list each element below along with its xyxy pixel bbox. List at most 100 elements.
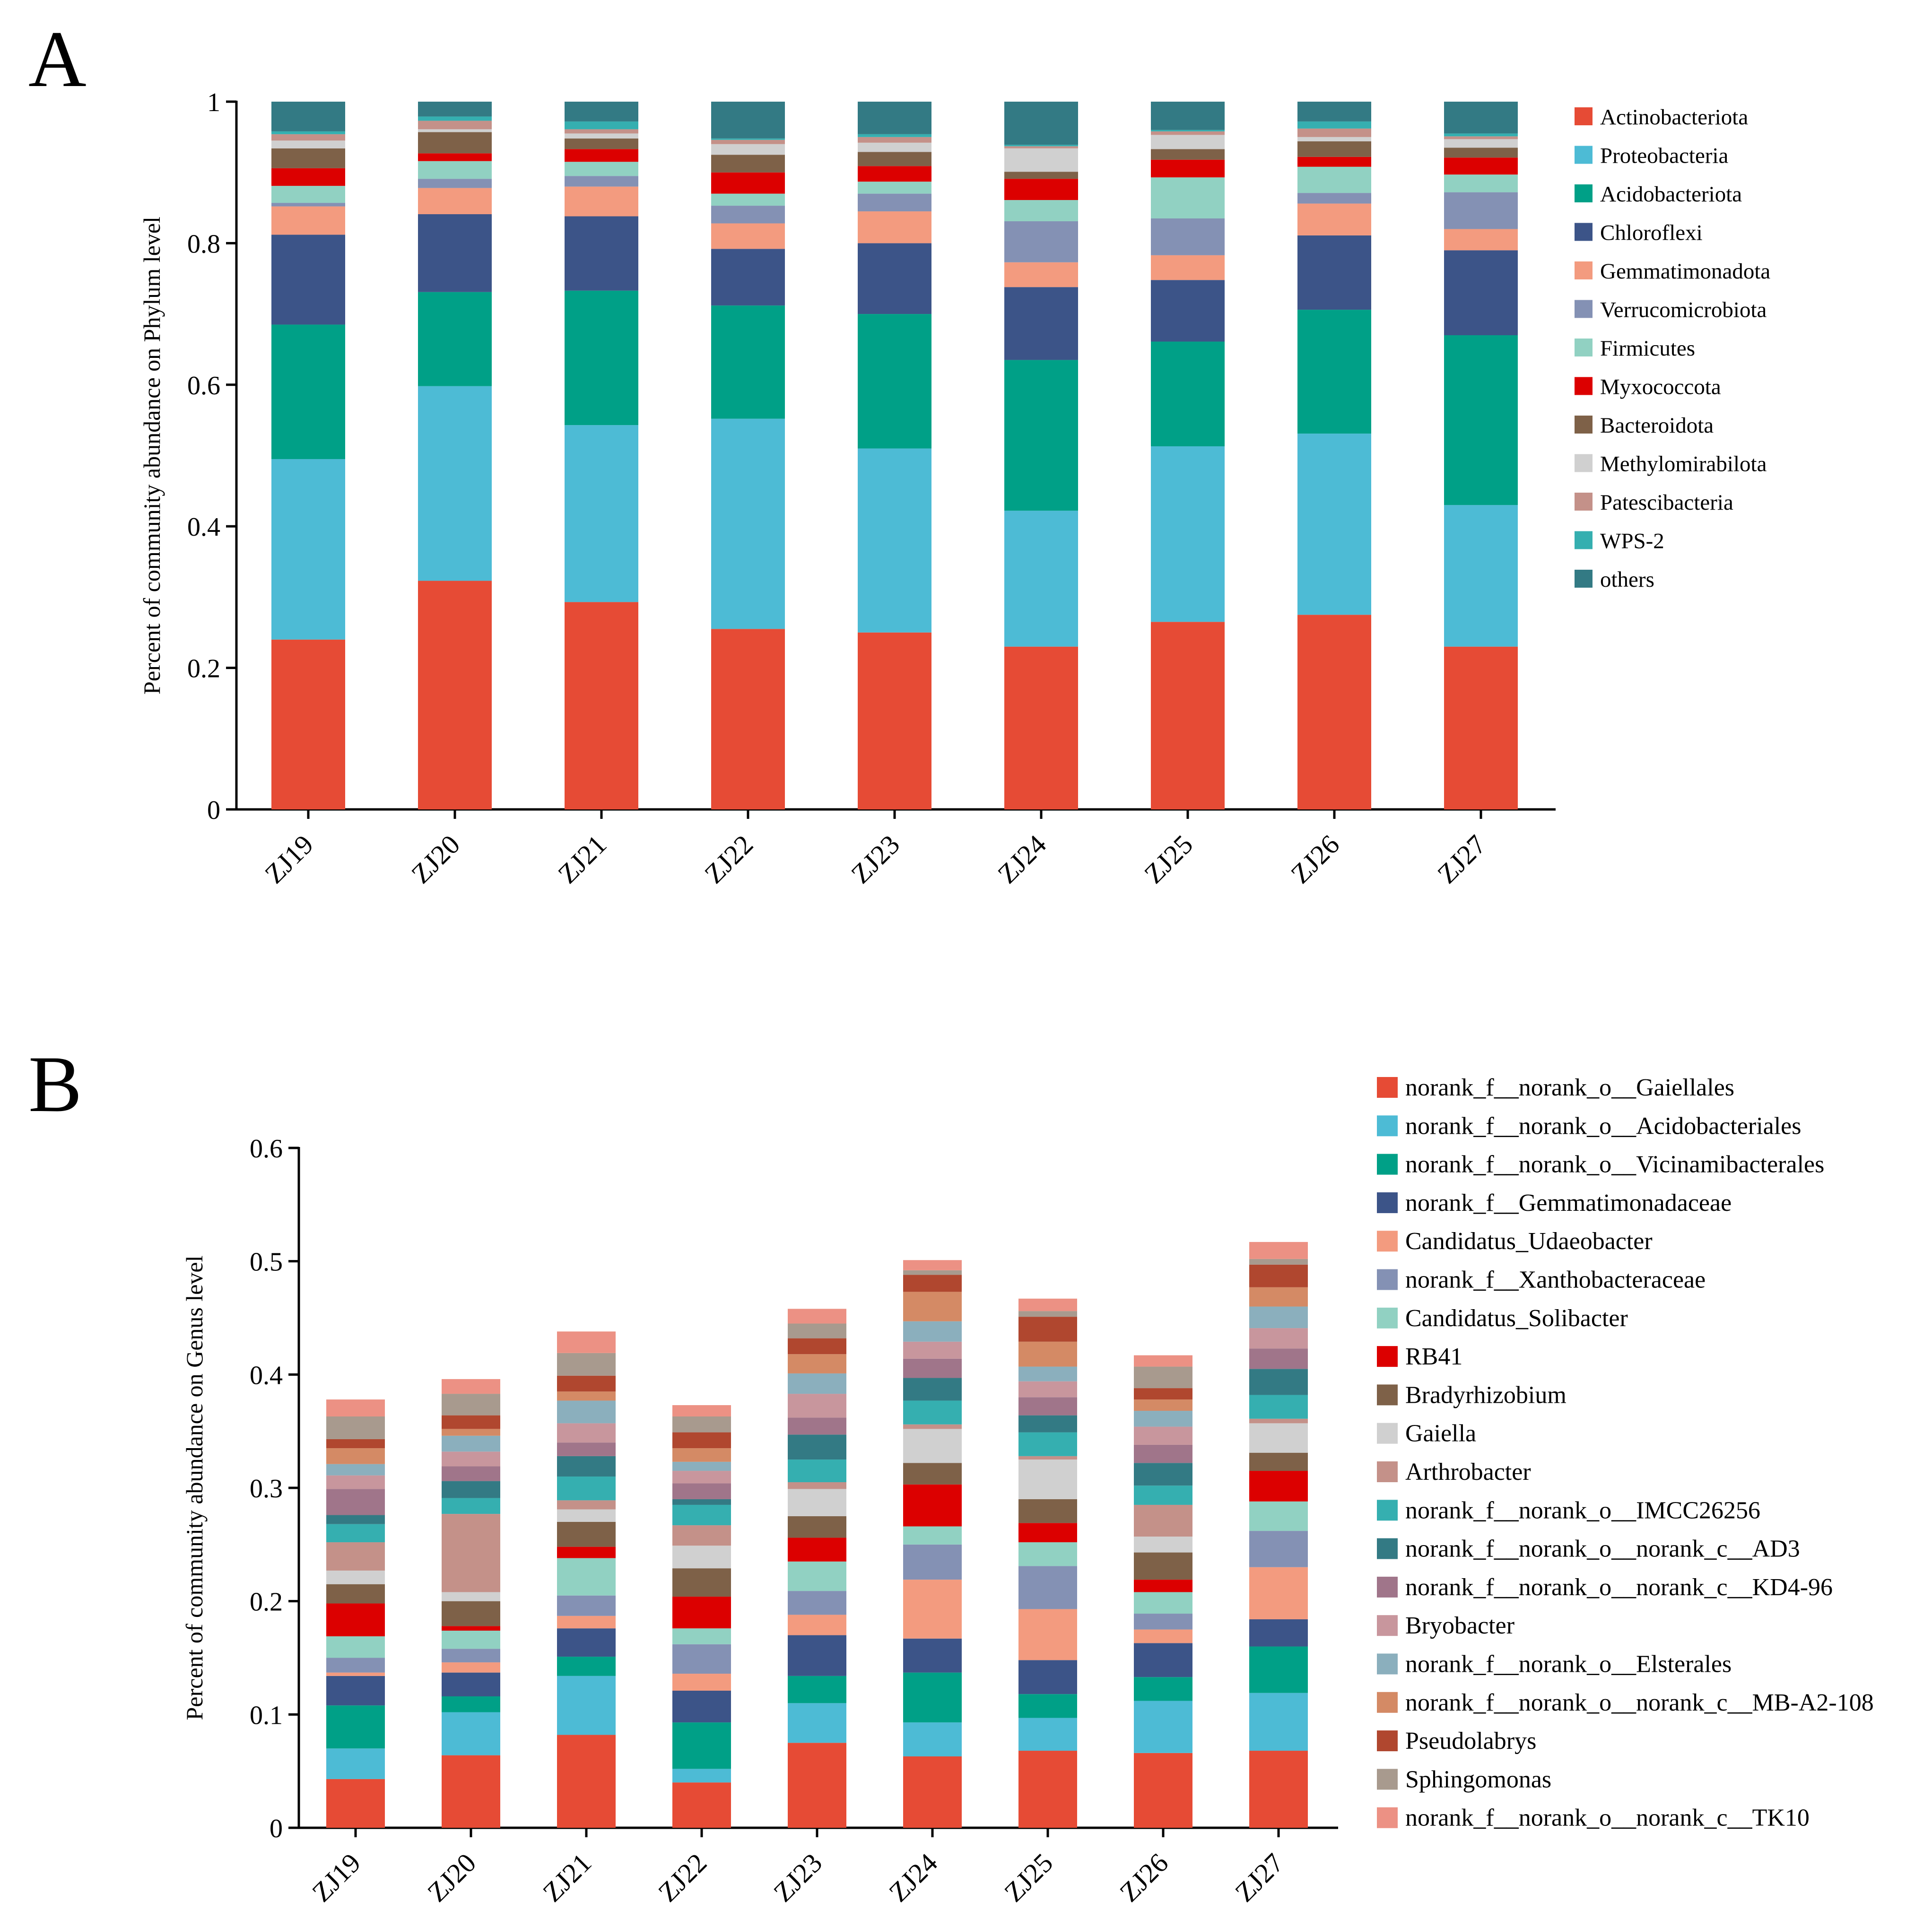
legend-swatch (1575, 261, 1593, 279)
legend-swatch (1575, 300, 1593, 318)
bar-segment-zj23-0 (788, 1743, 846, 1828)
bar-segment-zj20-17 (442, 1415, 500, 1429)
bar-segment-zj24-18 (903, 1270, 962, 1275)
bar-segment-zj24-9 (903, 1429, 962, 1463)
bar-segment-zj19-4 (271, 206, 345, 235)
bar-segment-zj23-19 (788, 1309, 846, 1324)
bar-segment-zj27-3 (1444, 250, 1518, 336)
legend-label: Arthrobacter (1405, 1459, 1531, 1485)
legend-label: norank_f__norank_o__norank_c__TK10 (1405, 1805, 1810, 1832)
bar-segment-zj22-10 (672, 1525, 731, 1546)
bar-segment-zj19-15 (326, 1464, 385, 1476)
bar-segment-zj20-6 (442, 1630, 500, 1649)
bar-segment-zj26-9 (1297, 137, 1371, 141)
bar-segment-zj26-3 (1297, 235, 1371, 310)
bar-segment-zj21-0 (565, 602, 638, 809)
bar-segment-zj27-11 (1249, 1395, 1308, 1419)
bar-segment-zj27-11 (1444, 133, 1518, 137)
bar-segment-zj27-2 (1444, 335, 1518, 505)
bar-segment-zj26-0 (1134, 1753, 1192, 1828)
legend-swatch (1377, 1692, 1398, 1713)
bar-segment-zj21-10 (557, 1500, 616, 1510)
legend-swatch (1575, 339, 1593, 356)
bar-segment-zj25-8 (1151, 149, 1225, 160)
bar-segment-zj19-3 (271, 235, 345, 325)
bar-segment-zj23-16 (788, 1354, 846, 1373)
legend-swatch (1575, 184, 1593, 202)
bar-segment-zj23-1 (858, 448, 931, 633)
bar-segment-zj21-7 (565, 149, 638, 162)
bar-segment-zj19-4 (326, 1672, 385, 1676)
bar-segment-zj22-11 (672, 1504, 731, 1526)
panel-a-label: A (28, 15, 87, 104)
x-category-label: ZJ20 (405, 829, 466, 889)
bar-segment-zj21-17 (557, 1375, 616, 1392)
legend-swatch (1575, 531, 1593, 549)
bar-segment-zj27-5 (1249, 1531, 1308, 1567)
bar-segment-zj21-6 (565, 162, 638, 176)
bar-segment-zj20-19 (442, 1379, 500, 1394)
bar-segment-zj24-13 (903, 1358, 962, 1378)
bar-segment-zj20-1 (442, 1712, 500, 1755)
x-category-label: ZJ24 (883, 1847, 943, 1908)
legend-label: Patescibacteria (1600, 490, 1733, 515)
bar-segment-zj24-2 (903, 1672, 962, 1723)
bar-segment-zj27-18 (1249, 1259, 1308, 1265)
bar-segment-zj26-1 (1134, 1701, 1192, 1753)
bar-segment-zj20-8 (442, 1601, 500, 1626)
bar-segment-zj25-18 (1018, 1311, 1077, 1317)
bar-segment-zj20-16 (442, 1429, 500, 1436)
bar-segment-zj24-2 (1004, 360, 1078, 511)
bar-segment-zj19-11 (326, 1524, 385, 1543)
legend-label: Proteobacteria (1600, 144, 1729, 168)
legend-swatch (1377, 1807, 1398, 1828)
legend-swatch (1377, 1500, 1398, 1521)
bar-segment-zj19-8 (326, 1584, 385, 1604)
x-category-label: ZJ19 (259, 829, 319, 889)
bar-segment-zj24-6 (903, 1526, 962, 1545)
legend-label: norank_f__norank_o__Elsterales (1405, 1651, 1732, 1678)
bar-segment-zj24-7 (903, 1484, 962, 1527)
legend-swatch (1575, 107, 1593, 125)
legend-swatch (1377, 1576, 1398, 1598)
bar-segment-zj27-16 (1249, 1287, 1308, 1307)
bar-segment-zj27-1 (1249, 1693, 1308, 1751)
y-axis-title: Percent of community abundance on Phylum… (139, 217, 165, 695)
bar-segment-zj21-2 (565, 290, 638, 426)
bar-segment-zj21-9 (565, 133, 638, 139)
bar-segment-zj23-4 (788, 1615, 846, 1635)
bar-segment-zj20-7 (442, 1626, 500, 1631)
legend-swatch (1377, 1346, 1398, 1367)
legend-swatch (1575, 454, 1593, 472)
bar-segment-zj20-3 (442, 1672, 500, 1696)
bar-segment-zj27-17 (1249, 1264, 1308, 1287)
bar-segment-zj25-5 (1018, 1566, 1077, 1609)
bar-segment-zj25-5 (1151, 218, 1225, 255)
bar-segment-zj26-16 (1134, 1399, 1192, 1411)
bar-segment-zj26-2 (1297, 310, 1371, 434)
bar-segment-zj23-18 (788, 1323, 846, 1338)
bar-segment-zj25-7 (1151, 159, 1225, 178)
bar-segment-zj20-12 (442, 1481, 500, 1498)
bar-segment-zj24-1 (1004, 511, 1078, 647)
legend-label: Gemmatimonadota (1600, 259, 1770, 284)
bar-segment-zj19-0 (326, 1779, 385, 1828)
x-category-label: ZJ27 (1229, 1847, 1289, 1908)
bar-segment-zj23-7 (858, 166, 931, 182)
bar-segment-zj23-14 (788, 1394, 846, 1418)
bar-segment-zj23-11 (788, 1459, 846, 1483)
bar-segment-zj19-6 (326, 1636, 385, 1658)
legend-label: Candidatus_Solibacter (1405, 1305, 1628, 1332)
bar-segment-zj23-8 (858, 152, 931, 166)
bar-segment-zj25-2 (1151, 341, 1225, 447)
chart-b: 0 0.1 0.2 0.3 0.4 0.5 0.6 Percent of community … (181, 1074, 1874, 1908)
y-tick-label: 0.2 (187, 654, 220, 684)
bar-segment-zj19-16 (326, 1448, 385, 1464)
bar-segment-zj21-16 (557, 1391, 616, 1401)
x-category-label: ZJ21 (552, 829, 612, 889)
bar-segment-zj20-2 (442, 1696, 500, 1712)
legend-swatch (1377, 1154, 1398, 1175)
bar-segment-zj26-8 (1297, 141, 1371, 157)
y-tick-label: 0.4 (250, 1361, 283, 1390)
bar-segment-zj19-9 (326, 1570, 385, 1584)
